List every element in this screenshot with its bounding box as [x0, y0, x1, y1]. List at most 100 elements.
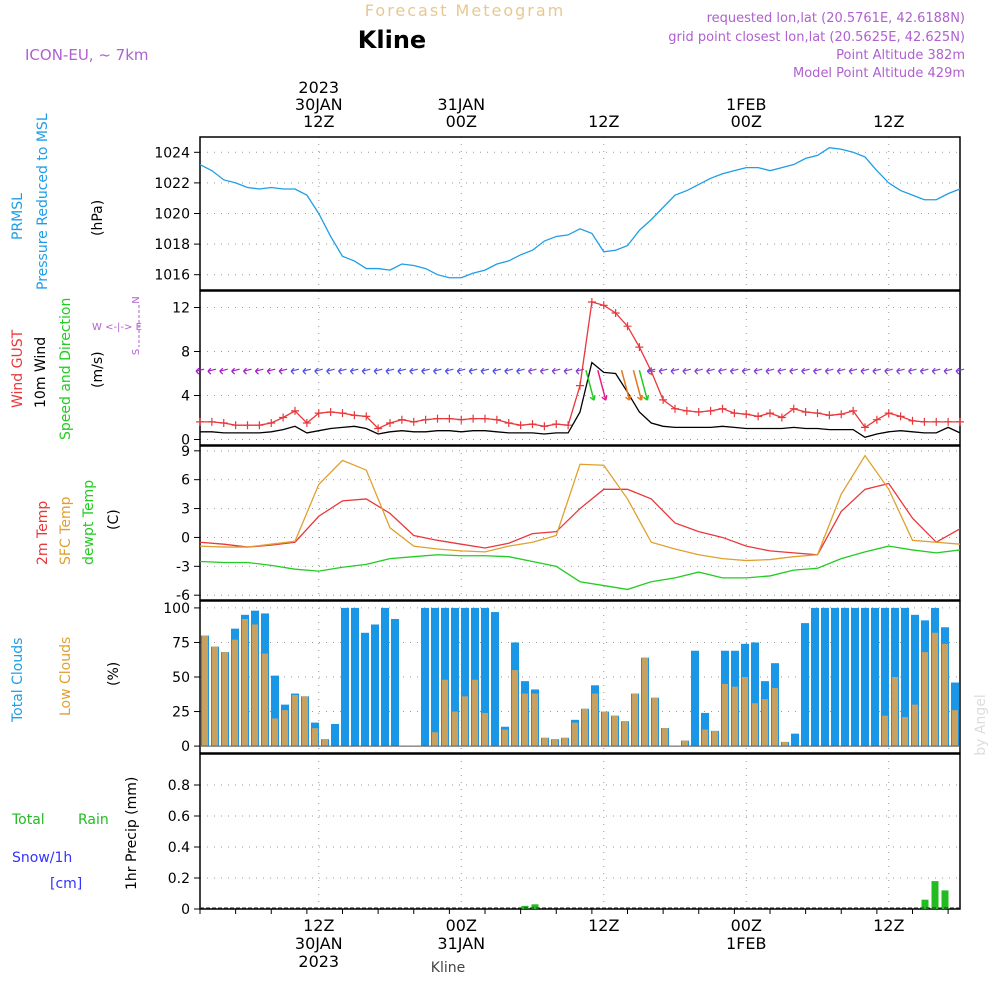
low-cloud-bar — [642, 657, 648, 747]
gust-marker — [789, 404, 798, 413]
total-cloud-bar — [691, 650, 699, 747]
rain-bar — [931, 881, 939, 909]
footer-name: Kline — [431, 960, 465, 976]
y-tick-label: 1016 — [154, 268, 190, 284]
y-tick-label: 100 — [163, 601, 190, 617]
gust-marker — [813, 409, 822, 418]
wind-direction-arrow — [955, 367, 965, 375]
gust-marker — [540, 422, 549, 431]
low-cloud-bar — [952, 710, 958, 747]
total-cloud-bar — [371, 624, 379, 747]
gust-marker — [231, 421, 240, 430]
wind-direction-arrow — [433, 367, 442, 375]
wind-direction-arrow — [254, 367, 264, 375]
bottom-hour-label: 00Z — [446, 916, 477, 935]
sfc-temp-line — [199, 454, 961, 562]
total-cloud-bar — [331, 723, 339, 747]
low-cloud-bar — [732, 686, 738, 747]
low-cloud-bar — [772, 688, 778, 747]
low-cloud-bar — [682, 740, 688, 747]
wind-line — [200, 361, 961, 439]
total-cloud-bar — [381, 607, 389, 747]
wind-direction-arrow — [243, 367, 252, 375]
y-tick-label: -3 — [176, 559, 190, 575]
wind-direction-arrow — [824, 367, 834, 375]
low-cloud-bar — [282, 710, 288, 747]
total-cloud-bar — [481, 607, 489, 747]
bottom-hour-label: 12Z — [303, 916, 334, 935]
gust-marker — [635, 343, 644, 352]
gust-marker — [956, 417, 964, 426]
gust-marker — [777, 413, 786, 422]
low-cloud-bar — [202, 635, 208, 747]
low-cloud-bar — [932, 632, 938, 747]
y-tick-label: 1024 — [154, 145, 190, 161]
total-cloud-bar — [341, 607, 349, 747]
wind-direction-arrow-strong — [585, 370, 596, 401]
total-cloud-bar — [791, 733, 799, 747]
top-hour-label: 00Z — [731, 112, 762, 131]
rain-bar — [941, 890, 949, 909]
wind-direction-arrow — [302, 367, 312, 375]
gust-marker — [837, 410, 846, 419]
low-cloud-bar — [482, 712, 488, 747]
total-cloud-bar — [461, 607, 469, 747]
low-cloud-bar — [762, 699, 768, 747]
top-date-label: 1FEB — [726, 95, 766, 114]
total-cloud-bar — [841, 607, 849, 747]
low-cloud-bar — [662, 728, 668, 747]
gust-marker — [872, 415, 881, 424]
gust-marker — [243, 421, 252, 430]
total-cloud-bar — [441, 607, 449, 747]
wind-direction-arrow — [765, 367, 775, 375]
top-date-label: 30JAN — [295, 95, 343, 114]
gust-marker — [718, 404, 727, 413]
low-cloud-bar — [322, 739, 328, 747]
wind-direction-arrow-strong — [597, 370, 608, 401]
gust-marker — [766, 409, 774, 418]
wind-direction-arrow — [872, 367, 882, 375]
p2-unit: (m/s) — [90, 351, 106, 388]
low-cloud-bar — [442, 679, 448, 747]
y-tick-label: 6 — [181, 473, 190, 489]
panel-frame — [199, 445, 961, 601]
gust-marker — [397, 415, 406, 424]
gust-marker — [825, 411, 834, 420]
low-cloud-bar — [472, 679, 478, 747]
gust-marker — [682, 406, 691, 415]
panel-frame — [199, 290, 961, 446]
total-cloud-bar — [861, 607, 869, 747]
low-cloud-bar — [502, 729, 508, 747]
low-cloud-bar — [512, 670, 518, 747]
top-hour-label: 12Z — [588, 112, 619, 131]
wind-direction-arrow-strong — [620, 370, 632, 401]
p3-label-a: 2m Temp — [35, 501, 51, 565]
gust-marker — [801, 408, 810, 416]
gust-marker — [920, 417, 929, 426]
low-cloud-bar — [552, 739, 558, 747]
low-cloud-bar — [892, 677, 898, 747]
wind-direction-arrow — [444, 367, 454, 375]
total-cloud-bar — [751, 642, 759, 747]
total-cloud-bar — [471, 607, 479, 747]
wind-direction-arrow-strong — [638, 370, 650, 401]
low-cloud-bar — [462, 696, 468, 747]
gust-marker — [587, 298, 596, 306]
model-label: ICON-EU, ~ 7km — [25, 46, 149, 64]
y-tick-label: 25 — [172, 705, 190, 721]
wind-direction-arrow — [658, 367, 668, 375]
wind-direction-arrow — [373, 367, 383, 375]
wind-direction-arrow — [682, 367, 692, 375]
y-tick-label: 0 — [181, 433, 190, 449]
gust-marker — [849, 406, 858, 415]
y-tick-label: 50 — [172, 670, 190, 686]
wind-direction-arrow-strong — [632, 370, 644, 401]
gust-marker — [279, 413, 288, 422]
panel-frame — [199, 136, 961, 291]
low-cloud-bar — [702, 729, 708, 747]
gust-marker — [445, 414, 454, 423]
low-cloud-bar — [432, 732, 438, 747]
gust-marker — [350, 411, 359, 420]
wind-direction-arrow — [777, 367, 787, 375]
wind-direction-arrow — [385, 367, 395, 375]
